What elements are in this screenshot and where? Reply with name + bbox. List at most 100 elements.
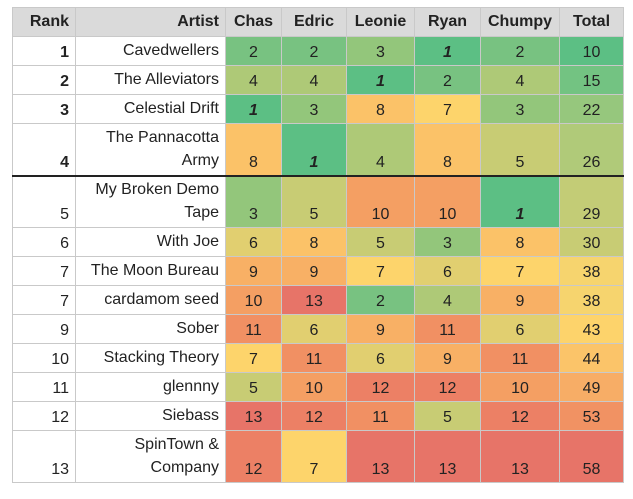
score-cell[interactable]: 1 [346, 65, 415, 95]
score-cell[interactable]: 13 [346, 430, 415, 483]
score-cell[interactable]: 6 [414, 256, 481, 286]
rank-cell[interactable]: 11 [12, 372, 76, 402]
header-chumpy[interactable]: Chumpy [480, 7, 560, 37]
score-cell[interactable]: 1 [480, 174, 560, 228]
header-ryan[interactable]: Ryan [414, 7, 481, 37]
score-cell[interactable]: 8 [480, 227, 560, 257]
score-cell[interactable]: 1 [281, 123, 347, 176]
score-cell[interactable]: 8 [346, 94, 415, 124]
total-cell[interactable]: 15 [559, 65, 624, 95]
score-cell[interactable]: 12 [414, 372, 481, 402]
score-cell[interactable]: 6 [480, 314, 560, 344]
header-leonie[interactable]: Leonie [346, 7, 415, 37]
score-cell[interactable]: 5 [414, 401, 481, 431]
score-cell[interactable]: 11 [414, 314, 481, 344]
score-cell[interactable]: 7 [281, 430, 347, 483]
score-cell[interactable]: 5 [346, 227, 415, 257]
score-cell[interactable]: 4 [281, 65, 347, 95]
score-cell[interactable]: 13 [414, 430, 481, 483]
score-cell[interactable]: 12 [480, 401, 560, 431]
score-cell[interactable]: 7 [414, 94, 481, 124]
score-cell[interactable]: 7 [480, 256, 560, 286]
score-cell[interactable]: 11 [225, 314, 282, 344]
rank-cell[interactable]: 5 [12, 174, 76, 228]
score-cell[interactable]: 9 [281, 256, 347, 286]
score-cell[interactable]: 8 [225, 123, 282, 176]
score-cell[interactable]: 1 [414, 36, 481, 66]
artist-cell[interactable]: My Broken Demo Tape [75, 174, 226, 228]
artist-cell[interactable]: Stacking Theory [75, 343, 226, 373]
score-cell[interactable]: 9 [480, 285, 560, 315]
header-edric[interactable]: Edric [281, 7, 347, 37]
rank-cell[interactable]: 2 [12, 65, 76, 95]
score-cell[interactable]: 10 [225, 285, 282, 315]
score-cell[interactable]: 2 [414, 65, 481, 95]
header-total[interactable]: Total [559, 7, 624, 37]
total-cell[interactable]: 58 [559, 430, 624, 483]
artist-cell[interactable]: glennny [75, 372, 226, 402]
rank-cell[interactable]: 4 [12, 123, 76, 176]
rank-cell[interactable]: 7 [12, 285, 76, 315]
artist-cell[interactable]: cardamom seed [75, 285, 226, 315]
score-cell[interactable]: 10 [346, 174, 415, 228]
score-cell[interactable]: 4 [480, 65, 560, 95]
score-cell[interactable]: 13 [225, 401, 282, 431]
score-cell[interactable]: 2 [480, 36, 560, 66]
score-cell[interactable]: 13 [480, 430, 560, 483]
header-rank[interactable]: Rank [12, 7, 76, 37]
score-cell[interactable]: 2 [225, 36, 282, 66]
score-cell[interactable]: 3 [480, 94, 560, 124]
total-cell[interactable]: 53 [559, 401, 624, 431]
total-cell[interactable]: 30 [559, 227, 624, 257]
rank-cell[interactable]: 10 [12, 343, 76, 373]
rank-cell[interactable]: 12 [12, 401, 76, 431]
artist-cell[interactable]: Cavedwellers [75, 36, 226, 66]
total-cell[interactable]: 26 [559, 123, 624, 176]
artist-cell[interactable]: Sober [75, 314, 226, 344]
total-cell[interactable]: 29 [559, 174, 624, 228]
artist-cell[interactable]: The Alleviators [75, 65, 226, 95]
total-cell[interactable]: 49 [559, 372, 624, 402]
artist-cell[interactable]: Celestial Drift [75, 94, 226, 124]
total-cell[interactable]: 38 [559, 256, 624, 286]
score-cell[interactable]: 11 [281, 343, 347, 373]
score-cell[interactable]: 6 [225, 227, 282, 257]
score-cell[interactable]: 3 [225, 174, 282, 228]
score-cell[interactable]: 10 [281, 372, 347, 402]
score-cell[interactable]: 9 [346, 314, 415, 344]
score-cell[interactable]: 6 [281, 314, 347, 344]
score-cell[interactable]: 7 [346, 256, 415, 286]
score-cell[interactable]: 6 [346, 343, 415, 373]
score-cell[interactable]: 5 [480, 123, 560, 176]
rank-cell[interactable]: 6 [12, 227, 76, 257]
total-cell[interactable]: 44 [559, 343, 624, 373]
header-artist[interactable]: Artist [75, 7, 226, 37]
score-cell[interactable]: 8 [414, 123, 481, 176]
total-cell[interactable]: 43 [559, 314, 624, 344]
score-cell[interactable]: 2 [346, 285, 415, 315]
score-cell[interactable]: 4 [346, 123, 415, 176]
score-cell[interactable]: 5 [281, 174, 347, 228]
total-cell[interactable]: 22 [559, 94, 624, 124]
score-cell[interactable]: 4 [225, 65, 282, 95]
score-cell[interactable]: 5 [225, 372, 282, 402]
score-cell[interactable]: 7 [225, 343, 282, 373]
artist-cell[interactable]: The Moon Bureau [75, 256, 226, 286]
artist-cell[interactable]: SpinTown & Company [75, 430, 226, 483]
score-cell[interactable]: 9 [414, 343, 481, 373]
score-cell[interactable]: 8 [281, 227, 347, 257]
artist-cell[interactable]: Siebass [75, 401, 226, 431]
score-cell[interactable]: 3 [414, 227, 481, 257]
score-cell[interactable]: 2 [281, 36, 347, 66]
rank-cell[interactable]: 13 [12, 430, 76, 483]
score-cell[interactable]: 10 [480, 372, 560, 402]
artist-cell[interactable]: With Joe [75, 227, 226, 257]
rank-cell[interactable]: 1 [12, 36, 76, 66]
score-cell[interactable]: 12 [225, 430, 282, 483]
score-cell[interactable]: 11 [480, 343, 560, 373]
score-cell[interactable]: 1 [225, 94, 282, 124]
score-cell[interactable]: 12 [346, 372, 415, 402]
rank-cell[interactable]: 3 [12, 94, 76, 124]
total-cell[interactable]: 38 [559, 285, 624, 315]
artist-cell[interactable]: The Pannacotta Army [75, 123, 226, 176]
